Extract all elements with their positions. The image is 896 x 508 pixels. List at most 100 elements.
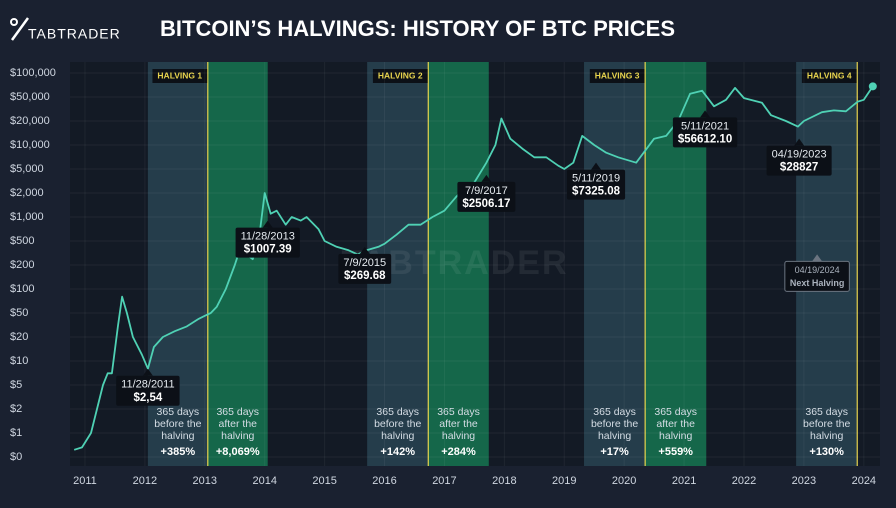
x-tick-label: 2013 [193, 475, 217, 487]
annotation-date: 04/19/2023 [772, 149, 827, 161]
annotation-pointer [700, 110, 711, 118]
annotation-date: 11/28/2013 [241, 231, 295, 243]
band-note: halving [598, 430, 631, 442]
annotation-pointer [481, 174, 492, 182]
halving-label: HALVING 4 [807, 70, 852, 80]
after-band [207, 62, 268, 466]
annotation-price: $269.68 [344, 270, 386, 282]
y-tick-label: $20,000 [10, 115, 50, 127]
annotation-price: $28827 [780, 162, 818, 174]
band-note: halving [381, 430, 414, 442]
y-tick-label: $100 [10, 283, 34, 295]
annotation-date: 04/19/2024 [795, 265, 840, 275]
annotation-pointer [262, 220, 273, 228]
band-change: +130% [809, 446, 844, 458]
x-tick-label: 2016 [372, 475, 396, 487]
halving-label-bg [372, 69, 428, 83]
band-note: halving [442, 430, 475, 442]
band-note: 365 days [437, 406, 480, 418]
halving-label-bg [589, 69, 645, 83]
band-change: +8,069% [216, 446, 260, 458]
halving-label: HALVING 1 [157, 70, 202, 80]
halving-label: HALVING 2 [378, 70, 423, 80]
band-note: halving [161, 430, 194, 442]
annotation-date: 7/9/2015 [343, 257, 386, 269]
annotation-box [566, 169, 626, 200]
x-tick-label: 2022 [732, 475, 756, 487]
x-tick-label: 2014 [252, 475, 276, 487]
price-line [73, 85, 874, 451]
annotation-box [235, 227, 300, 258]
after-band [428, 62, 489, 466]
band-note: before the [154, 418, 201, 430]
logo-icon [10, 18, 18, 26]
band-note: 365 days [593, 406, 636, 418]
grid: $0 $1 $2 $5 $10 $20 $50 $100 $200 $500 $1,000 $2,00… [10, 62, 880, 487]
band-note: 365 days [376, 406, 419, 418]
band-note: after the [439, 418, 478, 430]
annotation-price: Next Halving [790, 278, 845, 288]
annotation-box [766, 145, 832, 176]
band-change: +385% [161, 446, 196, 458]
y-tick-label: $20 [10, 331, 28, 343]
band-note: before the [591, 418, 638, 430]
logo-icon [10, 17, 30, 41]
halving-label: HALVING 3 [595, 70, 640, 80]
band-change: +142% [380, 446, 415, 458]
x-tick-label: 2021 [672, 475, 696, 487]
x-tick-label: 2018 [492, 475, 516, 487]
y-tick-label: $50 [10, 307, 28, 319]
band-note: before the [803, 418, 850, 430]
x-tick-label: 2019 [552, 475, 576, 487]
band-note: 365 days [805, 406, 848, 418]
annotation-price: $1007.39 [244, 244, 292, 256]
y-tick-label: $2 [10, 403, 22, 415]
annotation-price: $2,54 [133, 392, 162, 404]
y-tick-label: $50,000 [10, 91, 50, 103]
band-note: halving [810, 430, 843, 442]
annotation-price: $2506.17 [462, 198, 510, 210]
band-note: 365 days [654, 406, 697, 418]
halving-label-bg [801, 69, 857, 83]
y-tick-label: $1,000 [10, 211, 44, 223]
x-tick-label: 2023 [792, 475, 816, 487]
annotation-pointer [591, 162, 602, 170]
annotation-box [457, 181, 516, 212]
x-tick-label: 2011 [73, 475, 97, 487]
y-tick-label: $5 [10, 379, 22, 391]
annotation-box [672, 117, 738, 148]
logo-text: TABTRADER [28, 26, 121, 42]
y-tick-label: $2,000 [10, 187, 44, 199]
end-dot [868, 82, 877, 91]
y-tick-label: $500 [10, 235, 34, 247]
before-band [584, 62, 646, 466]
y-tick-label: $10,000 [10, 139, 50, 151]
annotation-pointer [142, 368, 153, 376]
annotation-price: $7325.08 [572, 186, 621, 198]
annotation-box [784, 260, 850, 292]
y-tick-label: $0 [10, 451, 22, 463]
annotation-date: 11/28/2011 [121, 379, 174, 391]
y-tick-label: $10 [10, 355, 28, 367]
band-note: halving [221, 430, 254, 442]
annotation-box [338, 253, 392, 284]
annotation-pointer [812, 254, 823, 262]
logo: TABTRADER [10, 17, 121, 42]
annotation-date: 5/11/2021 [681, 120, 729, 132]
band-note: before the [374, 418, 421, 430]
annotations: 11/28/2011$2,54 11/28/2013$1007.39 7/9/201… [116, 110, 850, 406]
band-note: halving [659, 430, 692, 442]
halving-label-bg [152, 69, 208, 83]
band-note: after the [218, 418, 257, 430]
y-tick-label: $5,000 [10, 163, 44, 175]
x-tick-label: 2020 [612, 475, 636, 487]
x-tick-label: 2012 [133, 475, 157, 487]
y-tick-label: $200 [10, 259, 34, 271]
band-note: 365 days [216, 406, 259, 418]
annotation-pointer [359, 246, 370, 254]
x-tick-label: 2024 [852, 475, 876, 487]
annotation-box [116, 375, 180, 406]
band-change: +17% [600, 446, 629, 458]
